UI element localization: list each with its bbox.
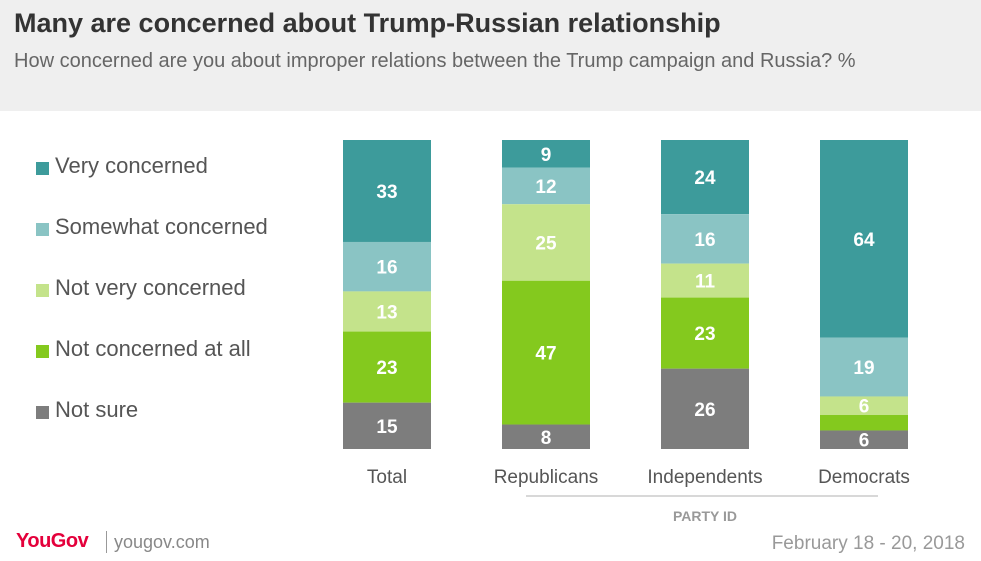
bar-republicans-not-concerned-at-all bbox=[502, 280, 590, 425]
data-label-total-very-concerned: 33 bbox=[376, 182, 397, 203]
yougov-logo: YouGov bbox=[16, 530, 89, 552]
bar-total-somewhat-concerned bbox=[343, 241, 431, 292]
data-label-independents-not-concerned-at-all: 23 bbox=[694, 324, 715, 345]
legend-label-not-sure: Not sure bbox=[55, 397, 139, 422]
legend-swatch-not-sure bbox=[36, 406, 49, 419]
data-label-republicans-not-sure: 8 bbox=[541, 428, 552, 449]
bar-total-very-concerned bbox=[343, 140, 431, 242]
data-label-democrats-not-sure: 6 bbox=[859, 431, 870, 452]
data-label-total-not-sure: 15 bbox=[376, 417, 398, 438]
footer-date: February 18 - 20, 2018 bbox=[771, 533, 965, 554]
bar-republicans-very-concerned bbox=[502, 140, 590, 168]
party-id-group-label: PARTY ID bbox=[673, 508, 737, 524]
data-label-independents-very-concerned: 24 bbox=[694, 168, 716, 189]
category-label-independents: Independents bbox=[647, 467, 762, 488]
bar-independents-not-sure bbox=[661, 368, 749, 449]
legend-label-not-very-concerned: Not very concerned bbox=[55, 275, 246, 300]
chart-subtitle: How concerned are you about improper rel… bbox=[14, 50, 856, 72]
bar-democrats-not-concerned-at-all bbox=[820, 415, 908, 431]
category-label-republicans: Republicans bbox=[494, 467, 599, 488]
bar-total-not-very-concerned bbox=[343, 291, 431, 332]
data-label-republicans-not-very-concerned: 25 bbox=[535, 233, 557, 254]
data-label-independents-not-sure: 26 bbox=[694, 400, 715, 421]
legend-label-not-concerned-at-all: Not concerned at all bbox=[55, 336, 251, 361]
data-label-total-not-very-concerned: 13 bbox=[376, 302, 397, 323]
data-label-total-somewhat-concerned: 16 bbox=[376, 258, 397, 279]
bar-republicans-not-very-concerned bbox=[502, 204, 590, 281]
category-label-total: Total bbox=[367, 467, 407, 488]
data-label-independents-not-very-concerned: 11 bbox=[695, 272, 716, 293]
data-label-republicans-somewhat-concerned: 12 bbox=[535, 177, 556, 198]
bar-democrats-not-very-concerned bbox=[820, 396, 908, 416]
legend-swatch-very-concerned bbox=[36, 162, 49, 175]
data-label-democrats-not-very-concerned: 6 bbox=[859, 397, 870, 418]
bar-republicans-somewhat-concerned bbox=[502, 167, 590, 205]
data-label-republicans-very-concerned: 9 bbox=[541, 145, 552, 166]
bar-democrats-somewhat-concerned bbox=[820, 337, 908, 397]
chart-title: Many are concerned about Trump-Russian r… bbox=[14, 8, 721, 38]
footer-divider bbox=[106, 531, 107, 553]
legend-swatch-somewhat-concerned bbox=[36, 223, 49, 236]
legend-label-somewhat-concerned: Somewhat concerned bbox=[55, 214, 268, 239]
bar-democrats-very-concerned bbox=[820, 140, 908, 338]
bar-independents-very-concerned bbox=[661, 140, 749, 215]
data-label-democrats-very-concerned: 64 bbox=[853, 230, 875, 251]
legend-swatch-not-concerned-at-all bbox=[36, 345, 49, 358]
bar-total-not-sure bbox=[343, 402, 431, 449]
data-label-democrats-somewhat-concerned: 19 bbox=[853, 358, 874, 379]
footer-site-link[interactable]: yougov.com bbox=[114, 532, 210, 552]
bar-democrats-not-sure bbox=[820, 430, 908, 449]
bar-independents-somewhat-concerned bbox=[661, 214, 749, 264]
data-label-total-not-concerned-at-all: 23 bbox=[376, 358, 397, 379]
data-label-republicans-not-concerned-at-all: 47 bbox=[535, 344, 556, 365]
bar-independents-not-very-concerned bbox=[661, 263, 749, 298]
category-label-democrats: Democrats bbox=[818, 467, 910, 488]
bar-republicans-not-sure bbox=[502, 424, 590, 449]
legend-swatch-not-very-concerned bbox=[36, 284, 49, 297]
data-label-independents-somewhat-concerned: 16 bbox=[694, 230, 715, 251]
legend-label-very-concerned: Very concerned bbox=[55, 153, 208, 178]
bar-total-not-concerned-at-all bbox=[343, 331, 431, 403]
header-band: Many are concerned about Trump-Russian r… bbox=[0, 0, 981, 111]
bar-independents-not-concerned-at-all bbox=[661, 297, 749, 369]
